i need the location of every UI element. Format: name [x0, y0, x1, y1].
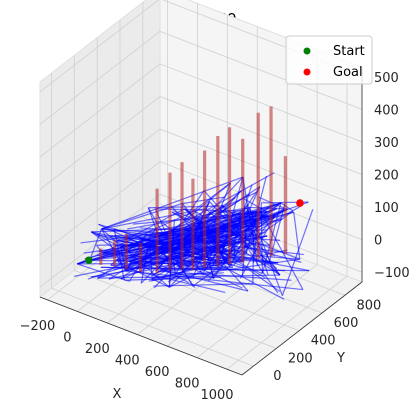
z-tick-label: 500 [374, 71, 399, 86]
tree-edge [148, 205, 224, 209]
y-axis-label: Y [336, 351, 345, 366]
obstacle-bar [124, 233, 128, 270]
tree-edge [207, 225, 260, 282]
legend-start-label: Start [333, 44, 365, 59]
x-tick-label: 1000 [200, 388, 233, 403]
x-gridline [196, 49, 318, 358]
obstacle-bar [203, 150, 207, 268]
x-axis-label: X [113, 387, 122, 402]
obstacle-bar [155, 188, 159, 274]
axes-lines [39, 67, 363, 376]
z-tick-label: 400 [374, 103, 399, 118]
y-tick-label: 400 [311, 334, 336, 349]
x-tick-label: 200 [85, 342, 110, 357]
tree-edge [233, 264, 249, 270]
tree-edge [217, 263, 285, 300]
tree-edge [247, 208, 288, 235]
obstacle-bar [180, 162, 184, 270]
x-tick-label: 0 [63, 330, 71, 345]
z-tick-label: 100 [374, 201, 399, 216]
obstacles [99, 106, 287, 274]
tree-edge [77, 263, 130, 282]
y-tick-label: 600 [334, 316, 359, 331]
goal-marker [296, 199, 304, 207]
z-tick-label: 0 [374, 234, 382, 249]
tree-edge [88, 228, 103, 262]
tree-edge [242, 176, 259, 267]
z-gridline [39, 128, 363, 223]
z-tick-label: −100 [374, 266, 410, 281]
y-tick-label: 0 [273, 369, 281, 384]
tree-edge [176, 236, 178, 252]
tree-edge [128, 260, 249, 292]
tree-edge [293, 212, 301, 260]
tree-edge [245, 175, 268, 254]
z-gridline [39, 96, 363, 190]
obstacle-bar [256, 112, 260, 260]
obstacle-bar [269, 106, 273, 257]
legend: Start Goal [285, 35, 373, 85]
obstacle-bar [113, 240, 117, 267]
z-tick-label: 200 [374, 169, 399, 184]
obstacle-bar [241, 138, 245, 263]
tree-edge [168, 203, 249, 288]
y-gridline [142, 2, 346, 296]
y-gridline [96, 37, 300, 332]
x-tick-label: 400 [115, 354, 140, 369]
tree-edge [260, 268, 279, 294]
obstacle-bar [216, 135, 220, 267]
y-tick-label: 200 [288, 351, 313, 366]
z-gridline [39, 63, 363, 158]
x-tick-label: 600 [145, 365, 170, 380]
start-marker [85, 256, 93, 265]
y-axis-line [241, 281, 363, 376]
tree-edge [248, 268, 281, 293]
y-gridline [51, 73, 254, 367]
obstacle-bar [168, 172, 172, 271]
markers [85, 199, 304, 265]
tree-edge [241, 204, 249, 276]
y-tick-label: 800 [356, 298, 381, 313]
tree-edge [153, 216, 221, 236]
obstacle-bar [283, 156, 287, 254]
x-tick-label: −200 [20, 319, 56, 334]
x-axis-line [39, 296, 243, 376]
tree-edge [258, 208, 304, 290]
tree-edge [149, 244, 243, 289]
z-gridline [39, 193, 363, 288]
tree-edge [187, 182, 231, 216]
obstacle-bar [191, 178, 195, 270]
tree-edge [91, 231, 144, 244]
z-tick-label: 300 [374, 136, 399, 151]
legend-start-marker [303, 47, 311, 55]
tree-edge [124, 276, 221, 281]
tick-labels: −200020040060080010000200400600800−10001… [20, 71, 410, 403]
obstacle-bar [138, 242, 143, 273]
tree-edge [146, 231, 235, 246]
x-tick-label: 800 [175, 377, 200, 392]
legend-goal-label: Goal [333, 65, 363, 80]
tree-edge [96, 246, 192, 256]
obstacle-bar [99, 248, 103, 265]
tree-edge [281, 209, 314, 296]
legend-goal-marker [303, 68, 311, 76]
y-gridline [73, 55, 277, 349]
x-gridline [226, 61, 348, 370]
tree-edge [194, 210, 276, 257]
obstacle-bar [227, 127, 232, 265]
tree-edge [174, 256, 248, 259]
z-gridline [39, 161, 363, 255]
